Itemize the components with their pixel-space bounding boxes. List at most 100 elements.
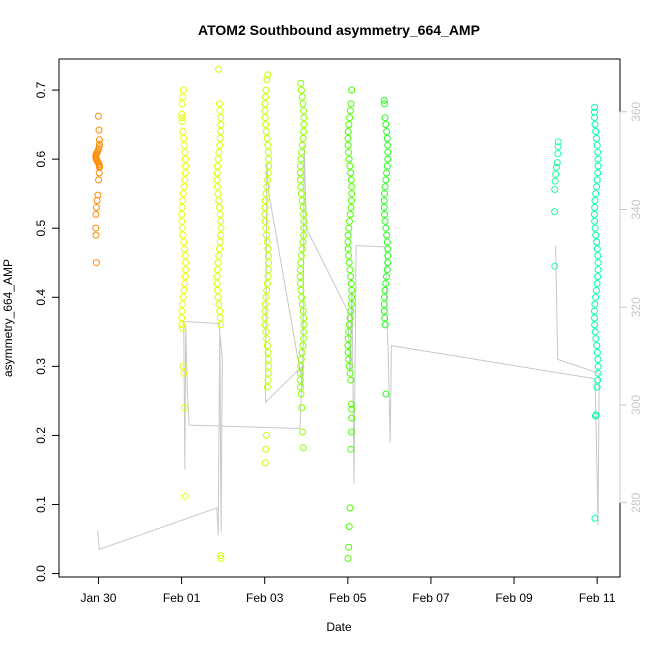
data-point: [181, 252, 189, 260]
data-point: [345, 121, 353, 129]
data-point: [344, 245, 352, 253]
data-point: [594, 162, 602, 170]
data-point: [346, 217, 353, 225]
data-point: [553, 163, 560, 171]
data-point: [592, 293, 600, 301]
data-point: [263, 76, 271, 84]
data-point: [297, 259, 305, 267]
data-point: [181, 176, 189, 184]
data-point: [344, 342, 352, 350]
data-point: [261, 300, 269, 308]
data-point: [264, 71, 272, 79]
data-point: [297, 383, 304, 391]
data-point: [345, 224, 353, 232]
data-point: [95, 126, 103, 134]
data-point: [181, 148, 189, 156]
data-point: [216, 238, 224, 246]
data-point: [300, 224, 308, 232]
data-point: [381, 286, 389, 294]
data-point: [216, 307, 224, 315]
data-point: [213, 183, 221, 191]
data-point: [261, 459, 269, 467]
data-point: [593, 183, 600, 191]
data-point: [593, 176, 601, 184]
data-point: [594, 155, 602, 163]
secondary-line-layer: [97, 145, 600, 551]
data-point: [181, 273, 189, 281]
data-point: [592, 412, 599, 420]
data-point: [261, 100, 269, 108]
x-tick-label: Feb 05: [329, 591, 367, 605]
data-point: [553, 159, 561, 167]
data-point: [551, 177, 559, 185]
data-point: [262, 86, 270, 94]
data-point: [261, 114, 269, 122]
data-point: [261, 217, 269, 225]
data-point: [217, 552, 225, 560]
data-point: [263, 238, 271, 246]
y2-tick-label: 360: [629, 101, 643, 121]
data-point: [297, 362, 305, 370]
data-point: [593, 349, 601, 356]
data-points-layer: [92, 65, 602, 562]
data-point: [179, 93, 187, 101]
data-point: [262, 328, 270, 336]
data-point: [182, 259, 189, 267]
data-point: [591, 121, 599, 129]
y-tick-label: 0.6: [34, 150, 48, 167]
data-point: [296, 266, 304, 274]
data-point: [217, 217, 225, 225]
data-point: [178, 324, 186, 332]
data-point: [344, 134, 352, 142]
y-tick-label: 0.4: [34, 289, 48, 306]
data-point: [594, 259, 602, 267]
data-point: [265, 362, 273, 370]
data-point: [180, 369, 188, 377]
data-point: [180, 238, 188, 246]
data-point: [384, 141, 392, 149]
data-point: [593, 383, 601, 391]
data-point: [264, 176, 272, 184]
data-point: [214, 286, 221, 294]
data-point: [181, 169, 189, 177]
data-point: [298, 245, 306, 253]
data-point: [179, 300, 186, 308]
data-point: [347, 176, 355, 184]
data-point: [300, 321, 308, 329]
data-point: [345, 252, 353, 260]
data-point: [96, 140, 103, 148]
data-point: [95, 176, 103, 184]
data-point: [179, 231, 187, 239]
data-point: [298, 141, 306, 149]
data-point: [593, 245, 601, 253]
data-point: [347, 100, 355, 108]
data-point: [592, 231, 600, 239]
data-point: [298, 349, 306, 356]
data-point: [346, 266, 354, 274]
data-point: [178, 100, 186, 108]
data-point: [263, 134, 271, 142]
data-point: [297, 286, 305, 294]
data-point: [297, 86, 305, 94]
data-point: [591, 300, 599, 308]
data-point: [264, 169, 272, 177]
data-point: [300, 231, 308, 239]
data-point: [591, 103, 599, 111]
y-tick-label: 0.7: [34, 81, 48, 98]
data-point: [181, 155, 189, 163]
data-point: [345, 148, 352, 156]
data-point: [345, 523, 353, 531]
data-point: [383, 128, 391, 135]
data-point: [348, 197, 355, 205]
data-point: [217, 121, 225, 129]
data-point: [381, 217, 389, 225]
data-point: [265, 162, 273, 170]
data-point: [299, 428, 307, 436]
data-point: [215, 65, 223, 73]
data-point: [180, 134, 188, 142]
data-point: [93, 197, 101, 205]
data-point: [262, 445, 270, 453]
data-point: [181, 404, 189, 412]
data-point: [261, 210, 269, 218]
